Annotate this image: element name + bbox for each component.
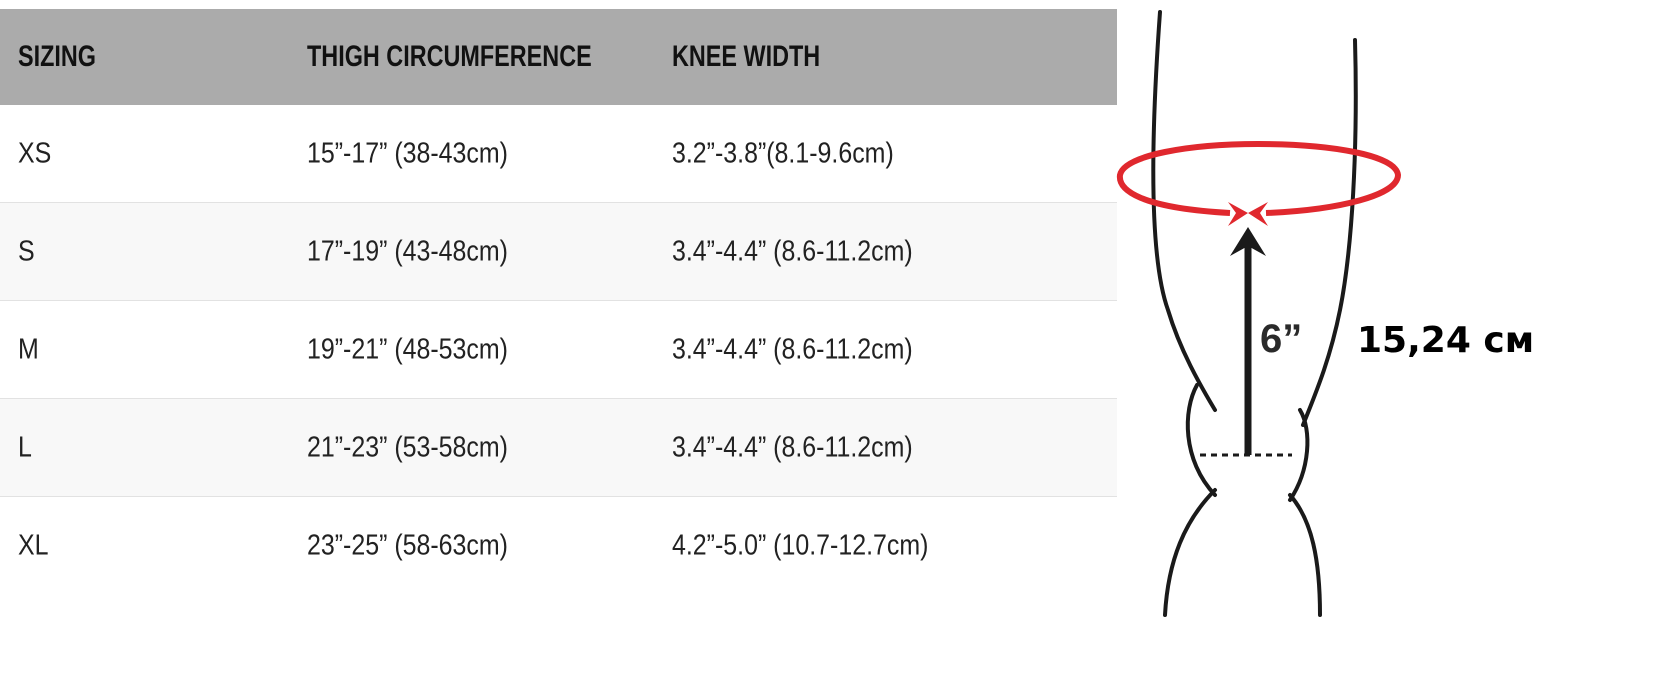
size-cell: M bbox=[18, 333, 39, 365]
table-row: XS 15”-17” (38-43cm) 3.2”-3.8”(8.1-9.6cm… bbox=[0, 105, 1117, 203]
size-cell: L bbox=[18, 431, 32, 463]
header-knee-width: KNEE WIDTH bbox=[672, 40, 821, 73]
thigh-cell: 17”-19” (43-48cm) bbox=[307, 235, 508, 267]
table-row: XL 23”-25” (58-63cm) 4.2”-5.0” (10.7-12.… bbox=[0, 497, 1117, 594]
thigh-circumference-indicator bbox=[1116, 140, 1402, 226]
size-cell: XL bbox=[18, 529, 49, 561]
knee-cell: 3.2”-3.8”(8.1-9.6cm) bbox=[672, 137, 894, 169]
arrow-up-icon bbox=[1230, 227, 1266, 455]
table-row: M 19”-21” (48-53cm) 3.4”-4.4” (8.6-11.2c… bbox=[0, 301, 1117, 399]
distance-inches-label: 6” bbox=[1260, 317, 1302, 361]
table-row: S 17”-19” (43-48cm) 3.4”-4.4” (8.6-11.2c… bbox=[0, 203, 1117, 301]
size-cell: S bbox=[18, 235, 35, 267]
knee-cell: 4.2”-5.0” (10.7-12.7cm) bbox=[672, 529, 929, 561]
knee-cell: 3.4”-4.4” (8.6-11.2cm) bbox=[672, 333, 913, 365]
thigh-cell: 23”-25” (58-63cm) bbox=[307, 529, 508, 561]
header-thigh-circumference: THIGH CIRCUMFERENCE bbox=[307, 40, 592, 73]
sizing-table: SIZING THIGH CIRCUMFERENCE KNEE WIDTH XS… bbox=[0, 9, 1117, 594]
thigh-cell: 21”-23” (53-58cm) bbox=[307, 431, 508, 463]
leg-outline bbox=[1151, 10, 1358, 617]
size-cell: XS bbox=[18, 137, 52, 169]
table-row: L 21”-23” (53-58cm) 3.4”-4.4” (8.6-11.2c… bbox=[0, 399, 1117, 497]
knee-cell: 3.4”-4.4” (8.6-11.2cm) bbox=[672, 235, 913, 267]
thigh-cell: 15”-17” (38-43cm) bbox=[307, 137, 508, 169]
knee-cell: 3.4”-4.4” (8.6-11.2cm) bbox=[672, 431, 913, 463]
header-sizing: SIZING bbox=[18, 40, 97, 73]
thigh-cell: 19”-21” (48-53cm) bbox=[307, 333, 508, 365]
distance-cm-label: 15,24 см bbox=[1357, 320, 1534, 361]
table-header: SIZING THIGH CIRCUMFERENCE KNEE WIDTH bbox=[0, 9, 1117, 105]
